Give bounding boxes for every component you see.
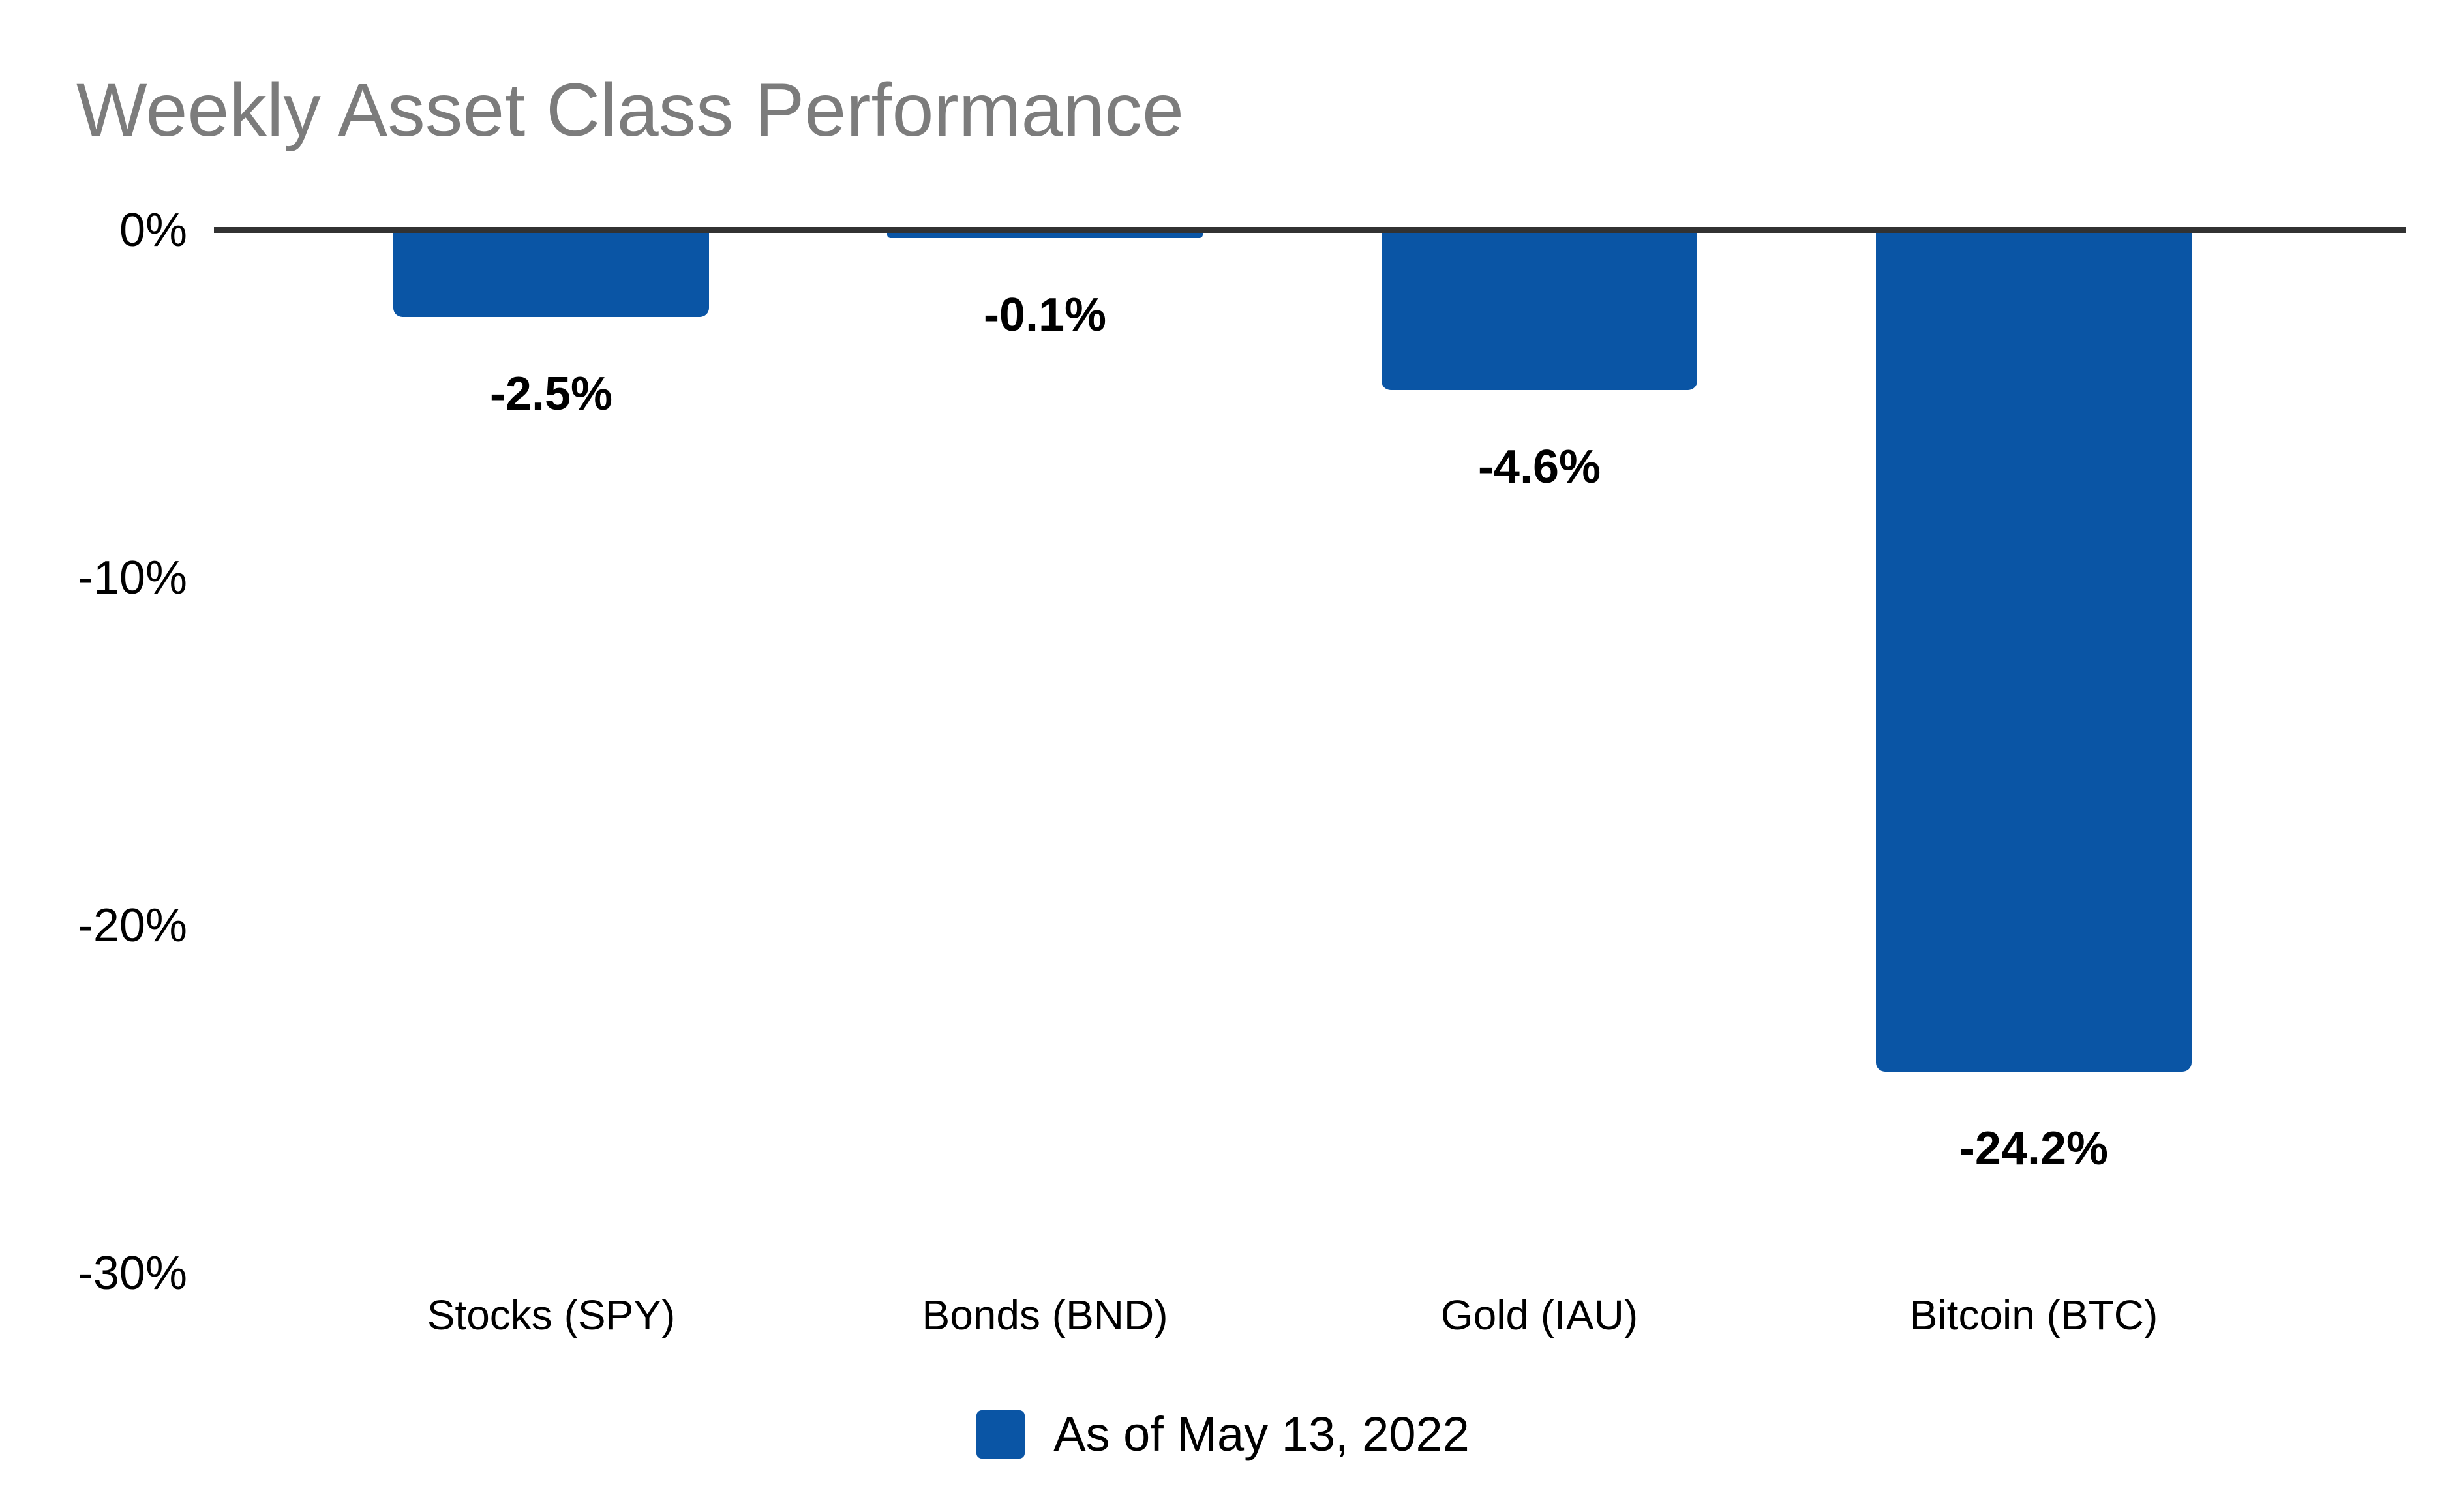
bar-value-label-stocks: -2.5%	[489, 368, 613, 420]
x-axis-label-gold: Gold (IAU)	[1440, 1292, 1638, 1338]
y-axis-tick-neg30: -30%	[77, 1247, 187, 1299]
bar-bitcoin	[1876, 230, 2192, 1072]
bar-column-bonds: -0.1%	[887, 230, 1203, 1209]
y-axis-tick-neg10: -10%	[77, 552, 187, 604]
legend: As of May 13, 2022	[0, 1406, 2446, 1462]
bar-column-bitcoin: -24.2%	[1876, 230, 2192, 1209]
y-axis-tick-neg20: -20%	[77, 900, 187, 952]
legend-label: As of May 13, 2022	[1053, 1407, 1470, 1461]
x-axis-label-bitcoin: Bitcoin (BTC)	[1909, 1292, 2158, 1338]
bar-value-label-bitcoin: -24.2%	[1959, 1123, 2109, 1175]
bar-gold	[1382, 230, 1697, 390]
legend-swatch-icon	[976, 1410, 1025, 1459]
x-axis-label-stocks: Stocks (SPY)	[427, 1292, 676, 1338]
bar-value-label-gold: -4.6%	[1477, 441, 1601, 493]
bar-value-label-bonds: -0.1%	[983, 289, 1107, 341]
zero-axis-line	[214, 227, 2406, 233]
y-axis-tick-0: 0%	[119, 204, 187, 256]
bar-column-gold: -4.6%	[1382, 230, 1697, 1209]
x-axis-label-bonds: Bonds (BND)	[922, 1292, 1168, 1338]
bar-column-stocks: -2.5%	[393, 230, 709, 1209]
chart-title: Weekly Asset Class Performance	[76, 68, 1184, 152]
bar-stocks	[393, 230, 709, 317]
